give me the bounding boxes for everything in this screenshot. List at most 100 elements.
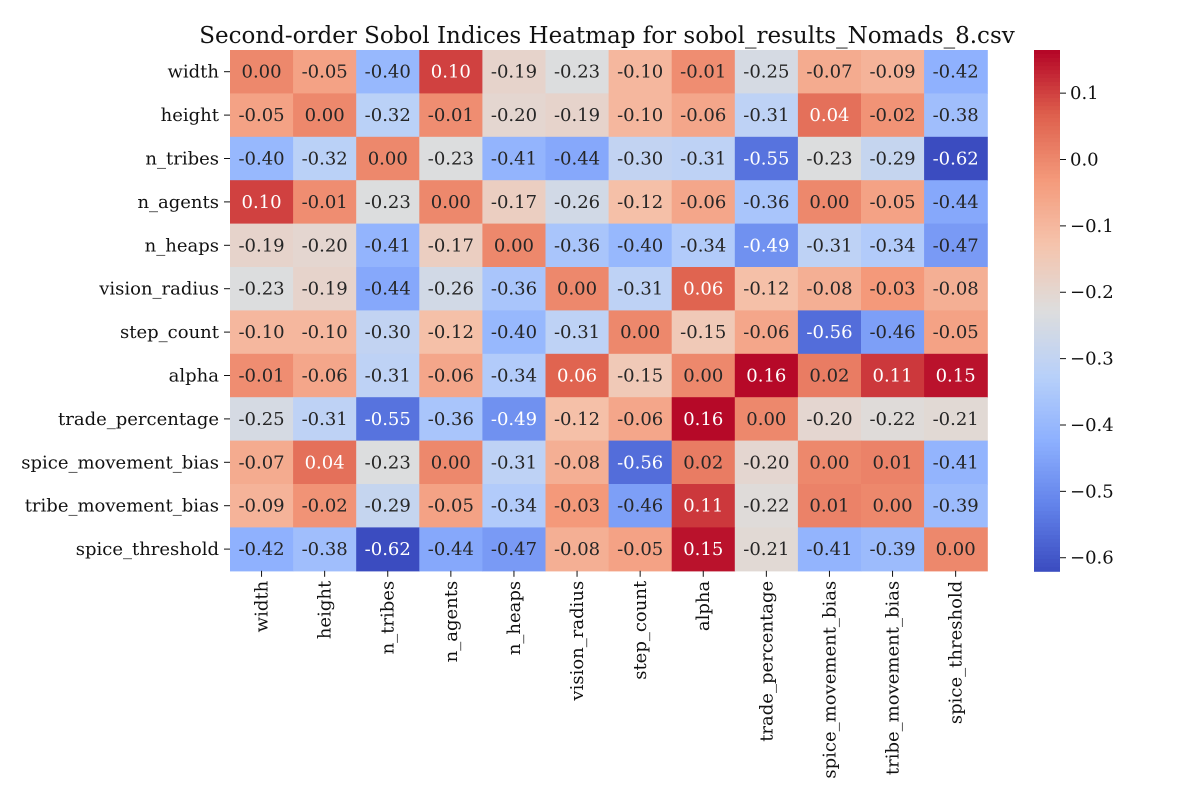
cell-value-label: -0.42 [238, 539, 284, 560]
cell-value-label: -0.56 [617, 452, 663, 473]
cell-value-label: -0.08 [554, 452, 600, 473]
colorbar-segment [1034, 350, 1060, 356]
heatmap-cell [671, 223, 736, 268]
cell-value-label: -0.31 [617, 279, 663, 300]
cell-value-label: -0.07 [806, 62, 852, 83]
cell-value-label: 0.00 [557, 279, 597, 300]
heatmap-cell [608, 527, 673, 572]
cell-value-label: -0.40 [238, 149, 284, 170]
heatmap-cell [608, 440, 673, 485]
colorbar-segment [1034, 334, 1060, 340]
cell-value-label: -0.19 [238, 235, 284, 256]
cell-value-label: -0.10 [238, 322, 284, 343]
heatmap-cell [608, 93, 673, 138]
cell-value-label: -0.25 [238, 409, 284, 430]
cell-value-label: 0.00 [305, 105, 345, 126]
heatmap-cell [861, 440, 925, 485]
colorbar-segment [1034, 234, 1060, 240]
heatmap-cell [419, 93, 483, 138]
colorbar-segment [1034, 426, 1060, 432]
cell-value-label: -0.31 [806, 235, 852, 256]
cell-value-label: -0.41 [933, 452, 979, 473]
colorbar-segment [1034, 66, 1060, 71]
heatmap-cell [608, 353, 673, 398]
colorbar-segment [1034, 518, 1060, 524]
colorbar-segment [1034, 58, 1060, 63]
heatmap-cell [861, 397, 925, 442]
heatmap-cell [608, 397, 673, 442]
cell-value-label: -0.41 [365, 235, 411, 256]
colorbar-segment [1034, 154, 1060, 160]
row-tick-label: height [161, 105, 220, 126]
cell-value-label: -0.46 [617, 496, 663, 517]
cell-value-label: -0.09 [869, 62, 915, 83]
heatmap-cell [356, 267, 420, 311]
heatmap-cell [356, 50, 420, 94]
heatmap-cell [230, 180, 294, 225]
cell-value-label: 0.00 [431, 192, 471, 213]
heatmap-cell [545, 136, 610, 181]
colorbar-segment [1034, 118, 1060, 123]
column-tick-label: trade_percentage [756, 581, 777, 742]
heatmap-cell [482, 484, 547, 528]
heatmap-cell [861, 136, 925, 181]
colorbar-segment [1034, 262, 1060, 268]
cell-value-label: -0.23 [428, 149, 474, 170]
column-tick-labels: width height n_tribes n_agents n_heaps vision… [252, 570, 967, 779]
heatmap-cell [734, 93, 799, 138]
cell-value-label: -0.01 [238, 366, 284, 387]
cell-value-label: -0.19 [554, 105, 600, 126]
heatmap-cell [482, 527, 547, 572]
heatmap-cell [293, 440, 357, 485]
cell-value-label: -0.49 [491, 409, 537, 430]
heatmap-cell [230, 397, 294, 442]
colorbar-segment [1034, 246, 1060, 252]
cell-value-label: 0.01 [809, 496, 849, 517]
cell-value-label: -0.21 [743, 539, 789, 560]
colorbar-segment [1034, 442, 1060, 448]
colorbar-segment [1034, 382, 1060, 388]
column-tick-label: step_count [630, 580, 651, 680]
colorbar-segment [1034, 478, 1060, 484]
cell-value-label: -0.41 [806, 539, 852, 560]
heatmap-cell [356, 180, 420, 225]
heatmap-cell [356, 93, 420, 138]
heatmap-cell [545, 310, 610, 355]
heatmap-cell [482, 136, 547, 181]
colorbar-segment [1034, 98, 1060, 103]
cell-value-label: -0.23 [365, 192, 411, 213]
cell-value-label: -0.30 [365, 322, 411, 343]
cell-value-label: -0.31 [302, 409, 348, 430]
heatmap-cell [797, 223, 862, 268]
cell-value-label: -0.34 [491, 496, 537, 517]
colorbar-segment [1034, 62, 1060, 67]
colorbar-segment [1034, 338, 1060, 344]
cell-value-label: -0.20 [491, 105, 537, 126]
heatmap-cell [608, 484, 673, 528]
heatmap-cell [419, 310, 483, 355]
colorbar-segment [1034, 318, 1060, 324]
colorbar-segment [1034, 526, 1060, 532]
cell-value-label: 0.16 [746, 366, 786, 387]
colorbar-segment [1034, 270, 1060, 276]
cell-value-label: 0.11 [683, 496, 723, 517]
cell-value-label: -0.05 [428, 496, 474, 517]
heatmap-cell [293, 223, 357, 268]
heatmap-cell [671, 353, 736, 398]
heatmap-cell [293, 267, 357, 311]
heatmap-cell [734, 50, 799, 94]
colorbar-segment [1034, 362, 1060, 368]
cell-value-label: -0.08 [554, 539, 600, 560]
heatmap-cell [419, 50, 483, 94]
heatmap-cell [230, 267, 294, 311]
colorbar-segment [1034, 134, 1060, 139]
colorbar-segment [1034, 418, 1060, 424]
colorbar-segment [1034, 282, 1060, 288]
colorbar-segment [1034, 310, 1060, 316]
colorbar-segment [1034, 406, 1060, 412]
heatmap-cell [545, 223, 610, 268]
row-tick-label: trade_percentage [58, 409, 219, 430]
heatmap-cell [293, 527, 357, 572]
cell-value-label: -0.30 [617, 149, 663, 170]
colorbar-segment [1034, 398, 1060, 404]
